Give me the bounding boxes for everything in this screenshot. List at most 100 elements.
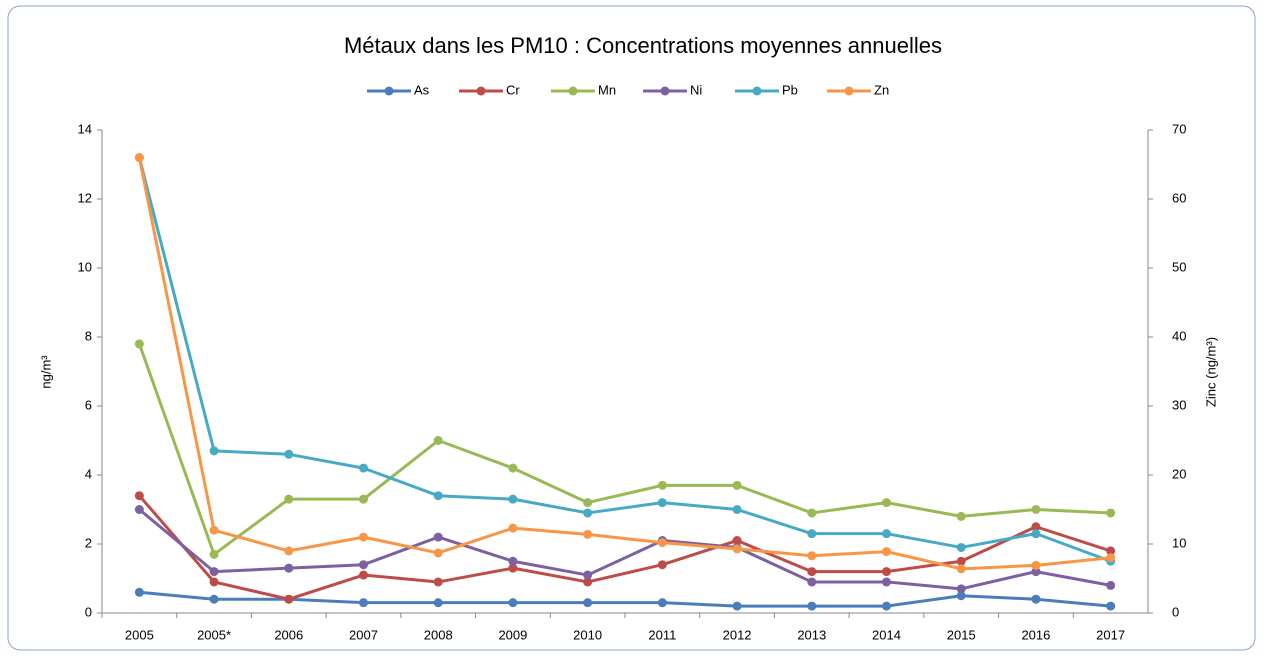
data-point [807, 601, 817, 611]
data-point [657, 480, 667, 490]
data-point [807, 577, 817, 587]
data-point [732, 480, 742, 490]
data-point [1031, 567, 1041, 577]
legend-label: Pb [782, 82, 798, 97]
data-point [508, 463, 518, 473]
data-point [1106, 580, 1116, 590]
data-point [284, 494, 294, 504]
data-point [732, 505, 742, 514]
y-tick-label: 2 [85, 535, 92, 550]
series-line [137, 157, 1111, 571]
data-point [209, 567, 219, 577]
y-tick-label: 14 [78, 121, 92, 136]
legend-marker [752, 86, 762, 96]
data-point [807, 567, 817, 577]
data-point [882, 529, 891, 539]
data-point [732, 544, 742, 554]
data-point [508, 598, 518, 608]
legend-marker [476, 86, 486, 96]
data-point [956, 584, 966, 594]
data-point [657, 538, 667, 548]
data-point [657, 598, 667, 608]
data-point [882, 547, 891, 557]
data-point [209, 594, 219, 604]
x-tick-label: 2010 [573, 627, 602, 642]
y-axis-label: ng/m³ [38, 355, 53, 389]
x-tick-label: 2013 [797, 627, 826, 642]
x-tick-label: 2017 [1096, 627, 1125, 642]
data-point [1106, 553, 1116, 563]
y2-tick-label: 40 [1172, 328, 1186, 343]
data-point [433, 436, 443, 445]
x-tick-label: 2014 [872, 627, 901, 642]
x-tick-label: 2005 [125, 627, 154, 642]
data-point [657, 560, 667, 570]
data-point [508, 556, 518, 566]
data-point [209, 446, 219, 456]
chart-title: Métaux dans les PM10 : Concentrations mo… [344, 33, 942, 58]
data-point [359, 532, 368, 542]
data-point [508, 494, 518, 504]
data-point [732, 601, 742, 611]
data-point [134, 153, 144, 163]
y-tick-label: 12 [78, 190, 92, 205]
y2-tick-label: 30 [1172, 397, 1186, 412]
x-tick-label: 2006 [274, 627, 303, 642]
data-point [583, 508, 593, 518]
data-point [134, 505, 144, 514]
data-point [1031, 505, 1041, 514]
data-point [433, 548, 443, 558]
data-point [284, 449, 294, 459]
y2-tick-label: 20 [1172, 466, 1186, 481]
legend-marker [844, 86, 854, 96]
data-point [807, 551, 817, 561]
data-point [134, 587, 144, 597]
data-point [508, 563, 518, 573]
x-tick-label: 2011 [648, 627, 676, 642]
y-tick-label: 4 [85, 466, 92, 481]
data-point [1031, 560, 1041, 570]
y2-axis-label: Zinc (ng/m³) [1203, 337, 1218, 407]
data-point [956, 511, 966, 521]
y2-tick-label: 0 [1172, 604, 1179, 619]
legend-label: As [414, 82, 430, 97]
data-point [583, 529, 593, 539]
data-point [433, 598, 443, 608]
legend-label: Ni [690, 82, 702, 97]
data-point [882, 577, 891, 587]
data-point [359, 463, 368, 473]
y-tick-label: 10 [78, 259, 92, 274]
data-point [359, 494, 368, 504]
data-point [583, 598, 593, 608]
data-point [284, 546, 294, 556]
data-point [284, 594, 294, 604]
series-line [137, 343, 1111, 556]
data-point [1106, 508, 1116, 518]
data-point [956, 556, 966, 566]
series-line [138, 494, 1112, 601]
data-point [359, 570, 368, 580]
data-point [807, 529, 817, 539]
y-tick-label: 6 [85, 397, 92, 412]
x-tick-label: 2012 [723, 627, 752, 642]
data-point [583, 498, 593, 508]
x-tick-label: 2008 [424, 627, 453, 642]
series-line [138, 508, 1111, 591]
data-point [583, 577, 593, 587]
series-line [139, 590, 1111, 608]
data-point [508, 523, 518, 533]
chart-frame [7, 5, 1256, 651]
legend-label: Cr [506, 82, 520, 97]
y2-tick-label: 70 [1172, 121, 1186, 136]
data-point [956, 564, 966, 574]
data-point [583, 570, 593, 580]
data-point [657, 498, 667, 508]
legend-marker [660, 86, 670, 96]
data-point [1106, 546, 1116, 556]
data-point [359, 598, 368, 608]
data-point [882, 601, 891, 611]
y2-tick-label: 60 [1172, 190, 1186, 205]
y2-tick-label: 10 [1172, 535, 1186, 550]
